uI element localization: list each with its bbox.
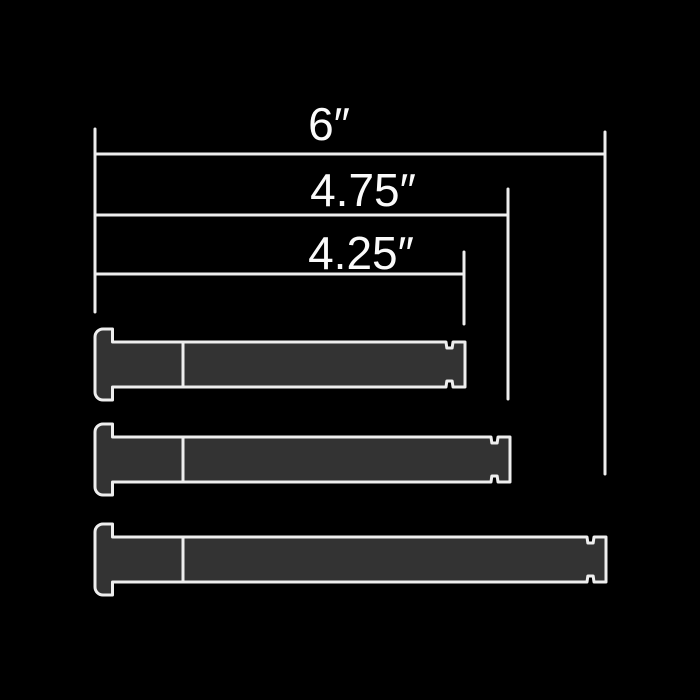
svg-text:4.25″: 4.25″ — [308, 227, 414, 279]
svg-text:4.75″: 4.75″ — [310, 164, 416, 216]
svg-text:6″: 6″ — [308, 98, 350, 150]
